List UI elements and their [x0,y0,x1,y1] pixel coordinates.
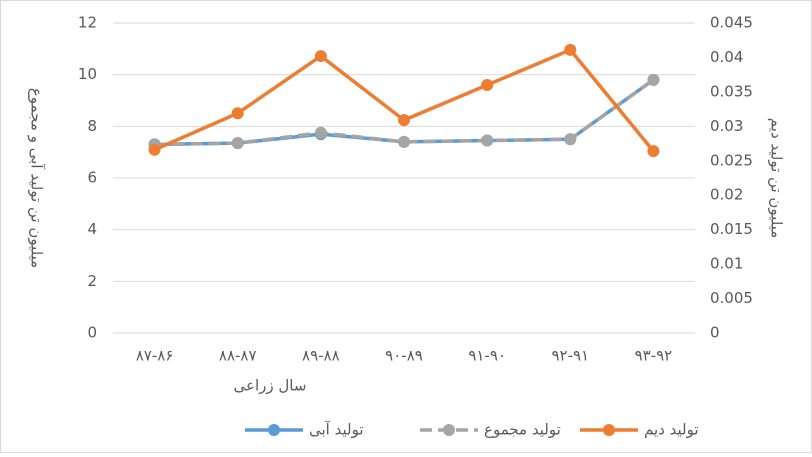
data-point [647,145,660,158]
y-tick-label: 6 [87,169,97,187]
x-axis-title: سال زراعی [234,377,307,395]
legend-marker [603,424,615,436]
x-tick-label: ۸۷-۸۶ [136,347,174,365]
y2-tick-label: 0.035 [710,82,753,100]
legend-label: تولید دیم [644,421,699,439]
legend-label: تولید آبی [309,421,364,439]
y-tick-label: 2 [87,272,97,290]
data-point [398,114,410,127]
data-point [481,79,494,91]
y-axis-title: میلیون تن تولید آبی و مجموع [28,88,46,268]
y2-tick-label: 0.015 [710,220,753,238]
y2-tick-label: 0.025 [710,151,753,169]
y2-tick-label: 0.04 [710,48,743,66]
y-tick-label: 8 [87,117,97,135]
legend-marker [268,424,280,436]
y2-tick-label: 0.005 [710,289,753,307]
y2-tick-label: 0.02 [710,186,743,204]
y2-tick-label: 0.045 [710,14,753,32]
x-tick-label: ۹۲-۹۱ [551,347,589,365]
x-tick-label: ۸۸-۸۷ [219,347,257,365]
data-point [231,107,244,120]
legend-label: تولید مجموع [484,421,561,439]
data-point [148,143,161,156]
data-point [481,134,494,147]
y-tick-label: 10 [78,65,97,83]
y2-tick-label: 0 [710,324,720,342]
data-point [231,137,244,150]
data-point [314,126,327,139]
data-point [314,50,327,63]
x-tick-label: ۹۱-۹۰ [468,347,506,365]
x-tick-label: ۸۹-۸۸ [302,347,340,365]
y2-tick-label: 0.01 [710,255,743,273]
y-tick-label: 4 [87,220,97,238]
data-point [398,135,410,148]
x-tick-label: ۹۳-۹۲ [635,347,673,365]
legend-marker [443,424,455,436]
y-tick-label: 12 [78,14,97,32]
x-tick-label: ۹۰-۸۹ [385,347,423,365]
y2-tick-label: 0.03 [710,117,743,135]
data-point [564,133,577,146]
y2-axis-title: میلیون تن تولید دیم [768,118,786,238]
data-point [564,43,577,56]
data-point [647,73,660,86]
y-tick-label: 0 [87,324,97,342]
